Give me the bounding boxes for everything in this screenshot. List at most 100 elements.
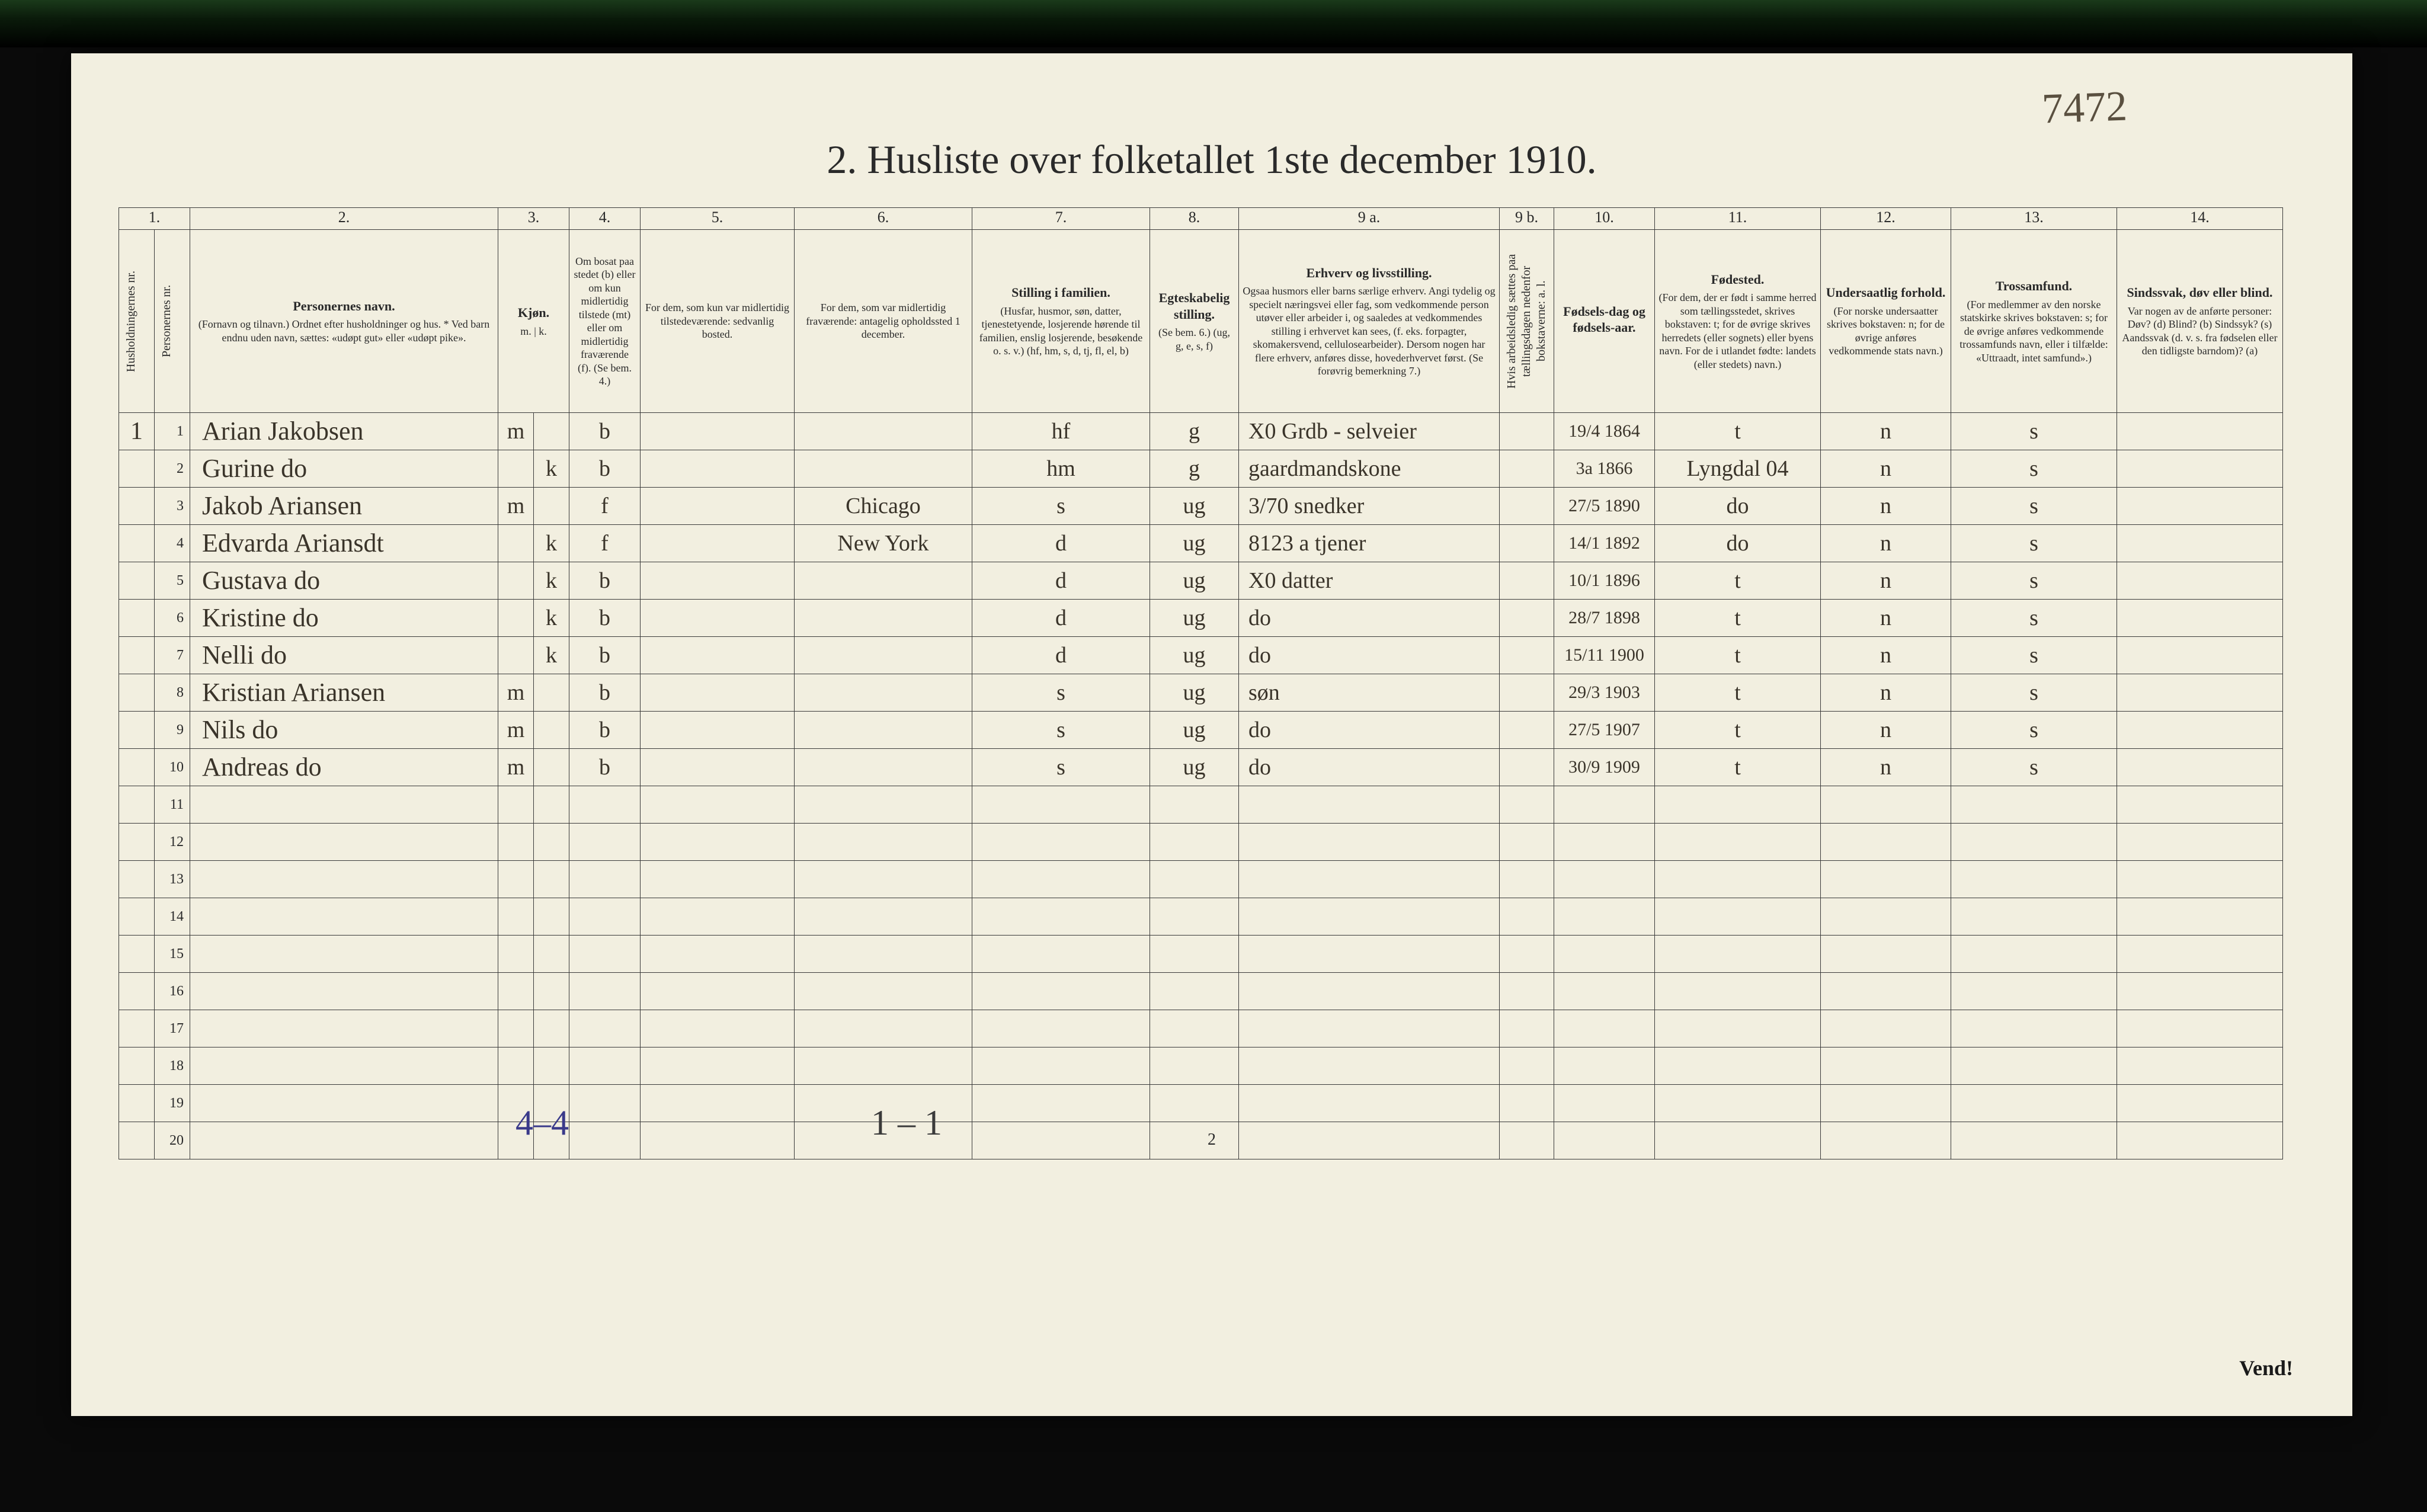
cell-birth: 10/1 1896 (1554, 562, 1655, 600)
cell (972, 1085, 1150, 1122)
cell (1554, 786, 1655, 824)
cell (1951, 1010, 2117, 1047)
cell (1239, 861, 1500, 898)
colnum-9a: 9 a. (1239, 208, 1500, 230)
cell-birthplace: t (1655, 413, 1821, 450)
cell (2117, 898, 2283, 936)
cell (534, 898, 569, 936)
cell-disability (2117, 674, 2283, 712)
cell-residence: f (569, 525, 641, 562)
cell-away-place (795, 450, 972, 488)
cell-person-no: 4 (155, 525, 190, 562)
cell-residence: b (569, 637, 641, 674)
cell (1821, 861, 1951, 898)
cell-disability (2117, 450, 2283, 488)
cell-sex-m: m (498, 488, 534, 525)
cell-birth: 3a 1866 (1554, 450, 1655, 488)
table-row: 8Kristian Ariansenmbsugsøn29/3 1903tns (119, 674, 2283, 712)
cell-family-pos: s (972, 674, 1150, 712)
cell-unemployed (1500, 674, 1554, 712)
cell-unemployed (1500, 413, 1554, 450)
cell (569, 861, 641, 898)
cell (1239, 898, 1500, 936)
cell (190, 1122, 498, 1159)
cell (1500, 1085, 1554, 1122)
table-row: 11Arian JakobsenmbhfgX0 Grdb - selveier1… (119, 413, 2283, 450)
cell (2117, 973, 2283, 1010)
table-row-empty: 19 (119, 1085, 2283, 1122)
cell-unemployed (1500, 450, 1554, 488)
data-body: 11Arian JakobsenmbhfgX0 Grdb - selveier1… (119, 413, 2283, 786)
cell (1655, 898, 1821, 936)
cell-sex-m: m (498, 674, 534, 712)
cell (569, 1122, 641, 1159)
cell (641, 824, 795, 861)
cell-away-place (795, 712, 972, 749)
cell-unemployed (1500, 600, 1554, 637)
cell-person-no: 15 (155, 936, 190, 973)
cell (1500, 1010, 1554, 1047)
hdr-unemployed: Hvis arbeidsledig sættes paa tællingsdag… (1500, 230, 1554, 413)
cell-family-pos: hf (972, 413, 1150, 450)
cell-sex-k: k (534, 562, 569, 600)
cell (569, 973, 641, 1010)
cell-person-no: 13 (155, 861, 190, 898)
colnum-11: 11. (1655, 208, 1821, 230)
cell (498, 786, 534, 824)
cell-household-no (119, 786, 155, 824)
cell-residence: b (569, 674, 641, 712)
cell (972, 786, 1150, 824)
cell (1150, 1122, 1239, 1159)
cell (1554, 936, 1655, 973)
cell-person-no: 18 (155, 1047, 190, 1085)
cell-family-pos: s (972, 712, 1150, 749)
cell-household-no (119, 712, 155, 749)
cell (2117, 1122, 2283, 1159)
cell-occupation: do (1239, 600, 1500, 637)
cell (498, 898, 534, 936)
page-title: 2. Husliste over folketallet 1ste decemb… (71, 136, 2352, 183)
cell-disability (2117, 562, 2283, 600)
cell-person-no: 3 (155, 488, 190, 525)
hdr-birth: Fødsels-dag og fødsels-aar. (1554, 230, 1655, 413)
cell-religion: s (1951, 600, 2117, 637)
cell (1500, 861, 1554, 898)
cell (1951, 1122, 2117, 1159)
cell-away-place (795, 674, 972, 712)
cell-sex-k (534, 712, 569, 749)
cell (569, 898, 641, 936)
table-row: 2Gurine dokbhmggaardmandskone3a 1866Lyng… (119, 450, 2283, 488)
cell-away-place (795, 413, 972, 450)
hdr-nationality: Undersaatlig forhold. (For norske unders… (1821, 230, 1951, 413)
cell-household-no (119, 674, 155, 712)
colnum-9b: 9 b. (1500, 208, 1554, 230)
cell (1554, 898, 1655, 936)
cell (1500, 1047, 1554, 1085)
cell (569, 1047, 641, 1085)
cell-religion: s (1951, 637, 2117, 674)
cell-disability (2117, 712, 2283, 749)
cell-away-place: Chicago (795, 488, 972, 525)
cell (190, 861, 498, 898)
census-page: 7472 2. Husliste over folketallet 1ste d… (71, 53, 2352, 1416)
cell (1239, 1085, 1500, 1122)
cell-household-no (119, 861, 155, 898)
cell-religion: s (1951, 674, 2117, 712)
colnum-8: 8. (1150, 208, 1239, 230)
cell (498, 973, 534, 1010)
cell (1821, 1047, 1951, 1085)
cell (1500, 936, 1554, 973)
cell (1951, 936, 2117, 973)
cell-marital: ug (1150, 488, 1239, 525)
cell-birthplace: do (1655, 488, 1821, 525)
cell-unemployed (1500, 488, 1554, 525)
hdr-occupation: Erhverv og livsstilling. Ogsaa husmors e… (1239, 230, 1500, 413)
cell-person-no: 2 (155, 450, 190, 488)
cell (1150, 1010, 1239, 1047)
cell (641, 973, 795, 1010)
cell (641, 1085, 795, 1122)
cell-religion: s (1951, 525, 2117, 562)
cell-nationality: n (1821, 488, 1951, 525)
cell (1951, 861, 2117, 898)
cell-sex-k: k (534, 525, 569, 562)
